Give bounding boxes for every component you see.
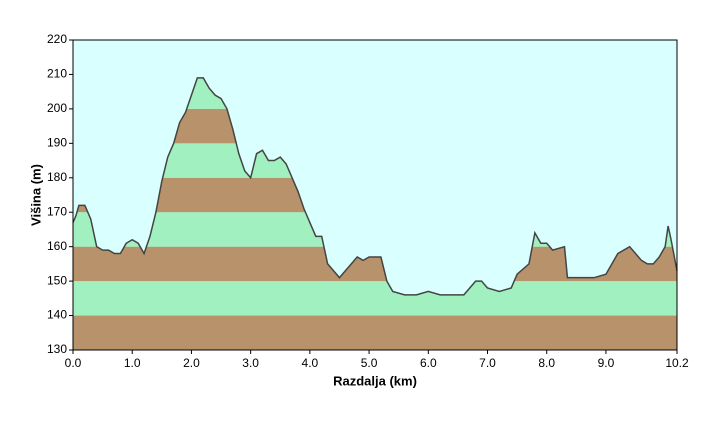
x-tick-label: 6.0 — [420, 356, 437, 370]
x-tick-label: 4.0 — [302, 356, 319, 370]
x-tick-label: 5.0 — [361, 356, 378, 370]
x-tick-label: 0.0 — [65, 356, 82, 370]
y-tick-label: 160 — [47, 239, 67, 253]
x-tick-label: 7.0 — [479, 356, 496, 370]
x-tick-label: 1.0 — [124, 356, 141, 370]
y-tick-label: 190 — [47, 136, 67, 150]
y-tick-label: 180 — [47, 170, 67, 184]
y-tick-label: 220 — [47, 32, 67, 46]
x-axis-label: Razdalja (km) — [333, 373, 417, 388]
y-tick-label: 140 — [47, 308, 67, 322]
elevation-band — [73, 281, 677, 316]
elevation-band — [73, 315, 677, 350]
y-tick-label: 150 — [47, 273, 67, 287]
x-tick-label: 3.0 — [242, 356, 259, 370]
y-axis-label: Višina (m) — [28, 164, 43, 226]
x-tick-label: 2.0 — [183, 356, 200, 370]
x-tick-label: 9.0 — [598, 356, 615, 370]
profile-line — [72, 77, 678, 296]
x-tick-label: 10.2 — [665, 356, 689, 370]
plot-frame — [72, 39, 678, 351]
y-tick-label: 200 — [47, 101, 67, 115]
y-tick-label: 170 — [47, 204, 67, 218]
y-tick-label: 210 — [47, 67, 67, 81]
y-tick-label: 130 — [47, 342, 67, 356]
x-tick-label: 8.0 — [538, 356, 555, 370]
